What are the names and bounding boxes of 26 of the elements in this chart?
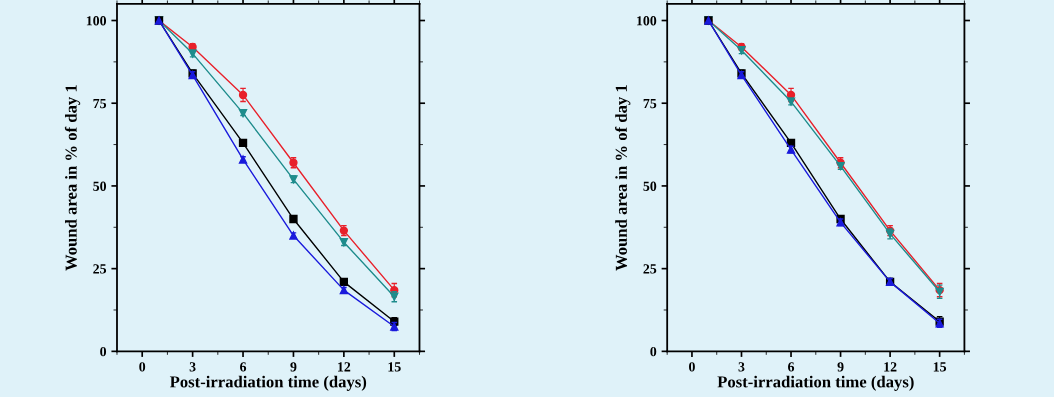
- x-tick-label: 6: [240, 362, 247, 372]
- x-tick-label: 9: [290, 362, 297, 372]
- x-tick-label: 6: [788, 362, 795, 372]
- y-tick-label: 75: [643, 98, 657, 109]
- x-tick-label: 12: [884, 362, 897, 372]
- x-tick-label: 9: [837, 362, 844, 372]
- y-tick-label: 25: [93, 264, 107, 274]
- y-tick-label: 0: [100, 346, 107, 357]
- x-tick-label: 12: [338, 362, 351, 372]
- x-axis-title: Post-irradiation time (days): [717, 375, 914, 391]
- y-tick-label: 100: [86, 16, 107, 26]
- x-tick-label: 0: [689, 362, 695, 372]
- x-tick-label: 0: [139, 362, 146, 372]
- y-tick-label: 100: [637, 16, 657, 26]
- y-tick-label: 50: [643, 181, 657, 191]
- x-tick-label: 3: [738, 362, 745, 372]
- x-tick-label: 3: [189, 362, 196, 372]
- y-axis-title: Wound area in % of day 1: [615, 85, 631, 271]
- y-tick-label: 25: [643, 264, 657, 274]
- x-axis-title: Post-irradiation time (days): [169, 375, 367, 391]
- x-tick-label: 15: [933, 362, 947, 372]
- y-tick-label: 75: [93, 98, 107, 109]
- y-tick-label: 50: [93, 181, 107, 191]
- y-axis-title: Wound area in % of day 1: [64, 85, 81, 271]
- x-tick-label: 15: [388, 362, 401, 372]
- y-tick-label: 0: [650, 346, 657, 357]
